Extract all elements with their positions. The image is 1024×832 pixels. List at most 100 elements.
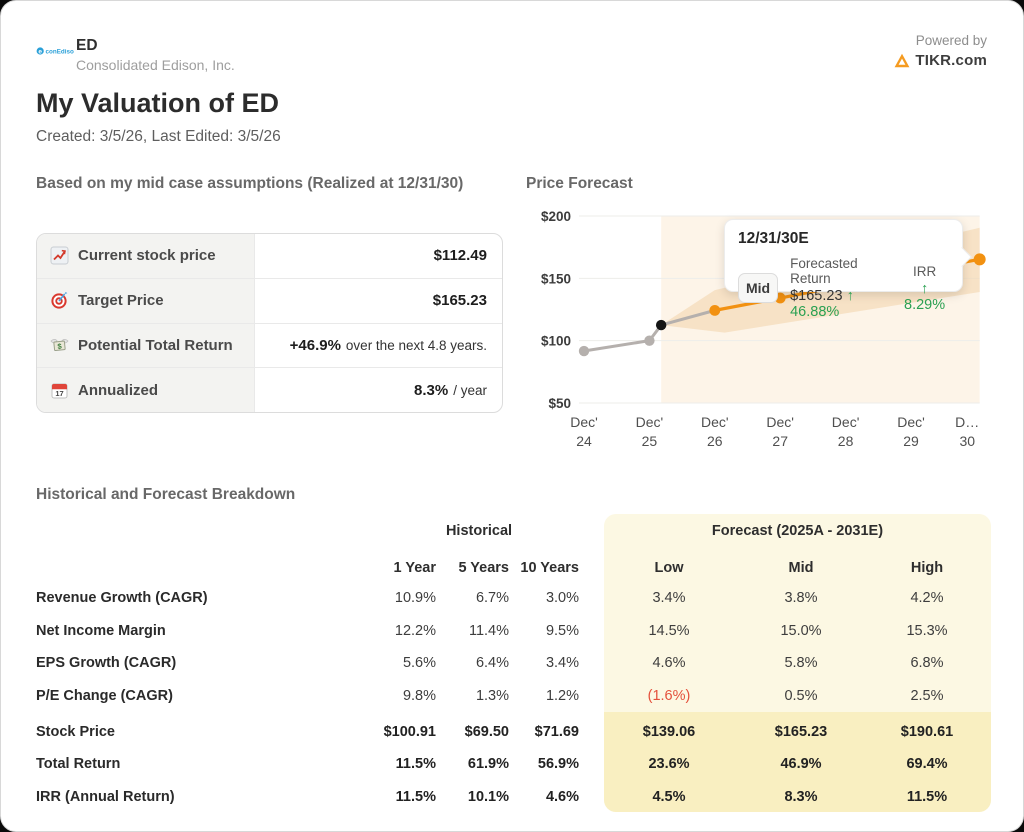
historical-cell: 56.9% (537, 756, 579, 772)
forecast-cell: 69.4% (906, 756, 948, 772)
historical-cell: $71.69 (534, 724, 579, 740)
svg-text:conEdison: conEdison (46, 49, 75, 56)
historical-cell: 3.0% (545, 590, 579, 606)
historical-cell: 9.5% (545, 623, 579, 639)
brand-name: TIKR.com (915, 52, 987, 69)
col-header-10-years: 10 Years (520, 560, 579, 576)
forecast-cell: (1.6%) (647, 688, 691, 704)
forecasted-return-label: Forecasted Return (790, 256, 858, 286)
return-change: ↑ 46.88% (790, 288, 854, 320)
chart-increasing-icon (50, 246, 69, 265)
col-header-1-year: 1 Year (393, 560, 436, 576)
row-label: Net Income Margin (36, 623, 166, 639)
svg-text:$: $ (57, 341, 63, 350)
page-title: My Valuation of ED (36, 88, 280, 118)
calendar-icon: 17 (51, 383, 68, 399)
created-edited-meta: Created: 3/5/26, Last Edited: 3/5/26 (36, 128, 281, 145)
forecast-highlight (604, 712, 991, 812)
x-axis-tick: Dec' (570, 414, 598, 430)
historical-cell: 6.7% (475, 590, 509, 606)
tooltip-date: 12/31/30E (738, 230, 809, 247)
x-axis-tick: Dec' (636, 414, 664, 430)
x-axis-tick: D… (955, 414, 979, 430)
svg-text:e: e (38, 48, 42, 55)
historical-cell: 11.5% (395, 756, 436, 772)
historical-cell: 9.8% (402, 688, 436, 704)
x-axis-tick: 26 (707, 433, 723, 449)
forecast-cell: 4.5% (652, 789, 686, 805)
forecast-cell: 0.5% (784, 688, 818, 704)
row-label: IRR (Annual Return) (36, 789, 175, 805)
forecast-cell: $165.23 (774, 724, 828, 740)
assumption-label: Target Price (78, 292, 164, 310)
data-point[interactable] (644, 335, 655, 346)
conedison-logo-icon: e conEdison (36, 47, 75, 56)
assumption-label: Annualized (78, 381, 159, 399)
x-axis-tick: Dec' (832, 414, 860, 430)
row-label: Revenue Growth (CAGR) (36, 590, 208, 606)
data-point[interactable] (709, 304, 721, 316)
assumption-label: Potential Total Return (78, 336, 233, 354)
col-header-5-years: 5 Years (458, 560, 509, 576)
forecast-group-header: Forecast (2025A - 2031E) (711, 523, 884, 539)
historical-cell: 12.2% (394, 623, 436, 639)
row-label: Stock Price (36, 724, 115, 740)
forecast-cell: 2.5% (910, 688, 944, 704)
target-icon (51, 292, 68, 309)
table-row: Target Price $165.23 (37, 277, 502, 323)
x-axis-tick: 28 (838, 433, 854, 449)
irr-label: IRR (912, 263, 937, 279)
chart-tooltip: 12/31/30E Mid Forecasted Return $165.23 … (724, 219, 963, 320)
data-point[interactable] (973, 253, 986, 266)
forecast-cell: $190.61 (900, 724, 954, 740)
assumption-label: Current stock price (78, 247, 216, 265)
data-point[interactable] (578, 345, 590, 357)
table-row: Current stock price $112.49 (37, 234, 502, 278)
assumption-suffix: over the next 4.8 years. (345, 337, 487, 353)
col-header-low: Low (654, 560, 684, 576)
forecast-cell: 4.6% (652, 655, 686, 671)
conedison-logo: e conEdison (36, 45, 74, 57)
historical-cell: 11.4% (468, 623, 509, 639)
forecast-cell: 8.3% (784, 789, 818, 805)
historical-group-header: Historical (445, 523, 513, 539)
assumptions-table: Current stock price $112.49 Target Price… (36, 233, 503, 413)
assumption-value: +46.9% (289, 336, 341, 354)
historical-cell: 5.6% (402, 655, 436, 671)
y-axis-tick: $50 (548, 396, 571, 411)
table-row: 17 Annualized 8.3% / year (37, 367, 502, 412)
forecast-cell: 11.5% (906, 789, 948, 805)
company-name: Consolidated Edison, Inc. (76, 57, 235, 73)
forecast-cell: 6.8% (910, 655, 944, 671)
historical-cell: 61.9% (467, 756, 509, 772)
forecast-cell: 3.8% (784, 590, 818, 606)
col-header-high: High (910, 560, 944, 576)
data-point[interactable] (655, 319, 667, 331)
col-header-mid: Mid (788, 560, 814, 576)
historical-line (583, 308, 716, 353)
money-with-wings-icon: $ (50, 338, 69, 351)
y-axis-tick: $100 (541, 334, 571, 349)
x-axis-tick: 24 (576, 433, 592, 449)
historical-cell: 1.3% (475, 688, 509, 704)
historical-cell: 10.1% (467, 789, 509, 805)
historical-cell: 11.5% (395, 789, 436, 805)
assumption-value: 8.3% (414, 381, 449, 399)
historical-cell: 6.4% (475, 655, 509, 671)
table-row: $ Potential Total Return +46.9% over the… (37, 322, 502, 368)
tikr-logo-icon (894, 53, 910, 68)
x-axis-tick: 25 (642, 433, 658, 449)
historical-cell: 10.9% (394, 590, 436, 606)
row-label: EPS Growth (CAGR) (36, 655, 177, 671)
forecast-cell: 4.2% (910, 590, 944, 606)
assumption-suffix: / year (453, 382, 487, 398)
forecast-cell: 15.3% (906, 623, 948, 639)
forecast-cell: 5.8% (784, 655, 818, 671)
historical-cell: 4.6% (545, 789, 579, 805)
forecast-cell: 46.9% (780, 756, 822, 772)
tikr-brand[interactable]: TIKR.com (894, 52, 987, 69)
x-axis-tick: Dec' (897, 414, 925, 430)
x-axis-tick: 29 (903, 433, 919, 449)
assumption-value: $112.49 (433, 247, 487, 265)
